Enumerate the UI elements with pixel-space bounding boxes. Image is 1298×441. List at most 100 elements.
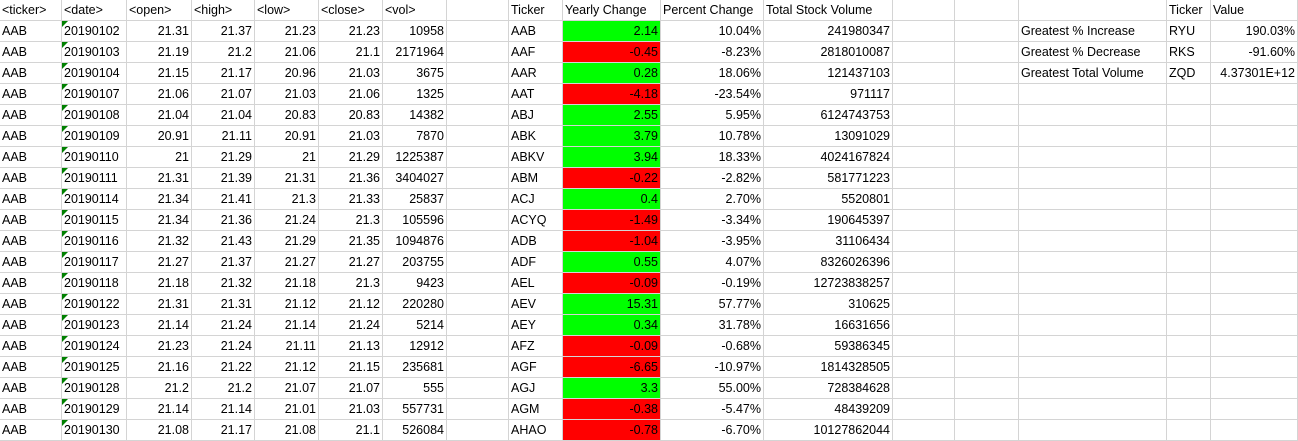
percent-change-cell[interactable]: -2.82% <box>661 168 764 189</box>
empty-cell[interactable] <box>1167 105 1211 126</box>
raw-open-cell[interactable]: 21.31 <box>127 168 192 189</box>
raw-low-cell[interactable]: 20.91 <box>255 126 319 147</box>
empty-cell[interactable] <box>955 0 1019 21</box>
empty-cell[interactable] <box>1019 231 1167 252</box>
empty-cell[interactable] <box>1211 231 1298 252</box>
empty-cell[interactable] <box>893 210 955 231</box>
raw-vol-cell[interactable]: 1225387 <box>383 147 447 168</box>
raw-low-cell[interactable]: 21.08 <box>255 420 319 441</box>
summary-ticker-cell[interactable]: ABKV <box>509 147 563 168</box>
raw-date-cell[interactable]: 20190109 <box>62 126 127 147</box>
raw-open-cell[interactable]: 21.04 <box>127 105 192 126</box>
empty-cell[interactable] <box>1167 84 1211 105</box>
raw-ticker-cell[interactable]: AAB <box>0 420 62 441</box>
total-volume-cell[interactable]: 121437103 <box>764 63 893 84</box>
total-volume-cell[interactable]: 31106434 <box>764 231 893 252</box>
raw-ticker-cell[interactable]: AAB <box>0 336 62 357</box>
empty-cell[interactable] <box>1167 231 1211 252</box>
raw-date-cell[interactable]: 20190110 <box>62 147 127 168</box>
empty-cell[interactable] <box>1211 315 1298 336</box>
raw-vol-cell[interactable]: 7870 <box>383 126 447 147</box>
empty-cell[interactable] <box>1211 84 1298 105</box>
raw-date-cell[interactable]: 20190122 <box>62 294 127 315</box>
raw-close-cell[interactable]: 21.12 <box>319 294 383 315</box>
raw-date-cell[interactable]: 20190114 <box>62 189 127 210</box>
header-greatest-value[interactable]: Value <box>1211 0 1298 21</box>
empty-cell[interactable] <box>1019 168 1167 189</box>
empty-cell[interactable] <box>893 0 955 21</box>
empty-cell[interactable] <box>955 315 1019 336</box>
raw-vol-cell[interactable]: 555 <box>383 378 447 399</box>
percent-change-cell[interactable]: 31.78% <box>661 315 764 336</box>
header-vol[interactable]: <vol> <box>383 0 447 21</box>
raw-high-cell[interactable]: 21.04 <box>192 105 255 126</box>
raw-close-cell[interactable]: 21.35 <box>319 231 383 252</box>
yearly-change-cell[interactable]: 0.28 <box>563 63 661 84</box>
summary-ticker-cell[interactable]: AHAO <box>509 420 563 441</box>
empty-cell[interactable] <box>955 42 1019 63</box>
raw-low-cell[interactable]: 21.12 <box>255 294 319 315</box>
empty-cell[interactable] <box>1211 252 1298 273</box>
raw-low-cell[interactable]: 21.18 <box>255 273 319 294</box>
summary-ticker-cell[interactable]: AEV <box>509 294 563 315</box>
empty-cell[interactable] <box>1019 147 1167 168</box>
raw-high-cell[interactable]: 21.24 <box>192 315 255 336</box>
raw-date-cell[interactable]: 20190123 <box>62 315 127 336</box>
raw-vol-cell[interactable]: 9423 <box>383 273 447 294</box>
empty-cell[interactable] <box>447 63 509 84</box>
empty-cell[interactable] <box>893 126 955 147</box>
raw-high-cell[interactable]: 21.17 <box>192 420 255 441</box>
header-high[interactable]: <high> <box>192 0 255 21</box>
raw-close-cell[interactable]: 21.1 <box>319 420 383 441</box>
raw-low-cell[interactable]: 21.23 <box>255 21 319 42</box>
raw-high-cell[interactable]: 21.11 <box>192 126 255 147</box>
empty-cell[interactable] <box>1019 126 1167 147</box>
empty-cell[interactable] <box>447 357 509 378</box>
raw-high-cell[interactable]: 21.39 <box>192 168 255 189</box>
empty-cell[interactable] <box>447 147 509 168</box>
percent-change-cell[interactable]: 5.95% <box>661 105 764 126</box>
raw-date-cell[interactable]: 20190124 <box>62 336 127 357</box>
raw-vol-cell[interactable]: 3404027 <box>383 168 447 189</box>
percent-change-cell[interactable]: 2.70% <box>661 189 764 210</box>
raw-high-cell[interactable]: 21.31 <box>192 294 255 315</box>
empty-cell[interactable] <box>1167 189 1211 210</box>
summary-ticker-cell[interactable]: AGJ <box>509 378 563 399</box>
raw-date-cell[interactable]: 20190125 <box>62 357 127 378</box>
total-volume-cell[interactable]: 190645397 <box>764 210 893 231</box>
raw-date-cell[interactable]: 20190107 <box>62 84 127 105</box>
empty-cell[interactable] <box>447 126 509 147</box>
empty-cell[interactable] <box>1019 0 1167 21</box>
empty-cell[interactable] <box>447 378 509 399</box>
raw-low-cell[interactable]: 21.07 <box>255 378 319 399</box>
percent-change-cell[interactable]: -3.34% <box>661 210 764 231</box>
empty-cell[interactable] <box>447 315 509 336</box>
empty-cell[interactable] <box>1019 357 1167 378</box>
empty-cell[interactable] <box>1019 399 1167 420</box>
summary-ticker-cell[interactable]: ACYQ <box>509 210 563 231</box>
raw-date-cell[interactable]: 20190108 <box>62 105 127 126</box>
raw-ticker-cell[interactable]: AAB <box>0 21 62 42</box>
yearly-change-cell[interactable]: 15.31 <box>563 294 661 315</box>
empty-cell[interactable] <box>1211 147 1298 168</box>
empty-cell[interactable] <box>955 147 1019 168</box>
empty-cell[interactable] <box>1019 420 1167 441</box>
empty-cell[interactable] <box>955 252 1019 273</box>
header-yearly-change[interactable]: Yearly Change <box>563 0 661 21</box>
empty-cell[interactable] <box>1019 252 1167 273</box>
percent-change-cell[interactable]: 57.77% <box>661 294 764 315</box>
total-volume-cell[interactable]: 581771223 <box>764 168 893 189</box>
empty-cell[interactable] <box>955 357 1019 378</box>
empty-cell[interactable] <box>1211 126 1298 147</box>
empty-cell[interactable] <box>1167 420 1211 441</box>
empty-cell[interactable] <box>1167 315 1211 336</box>
raw-ticker-cell[interactable]: AAB <box>0 294 62 315</box>
raw-close-cell[interactable]: 20.83 <box>319 105 383 126</box>
empty-cell[interactable] <box>955 399 1019 420</box>
raw-high-cell[interactable]: 21.2 <box>192 378 255 399</box>
empty-cell[interactable] <box>893 357 955 378</box>
empty-cell[interactable] <box>1019 273 1167 294</box>
empty-cell[interactable] <box>955 420 1019 441</box>
raw-close-cell[interactable]: 21.36 <box>319 168 383 189</box>
